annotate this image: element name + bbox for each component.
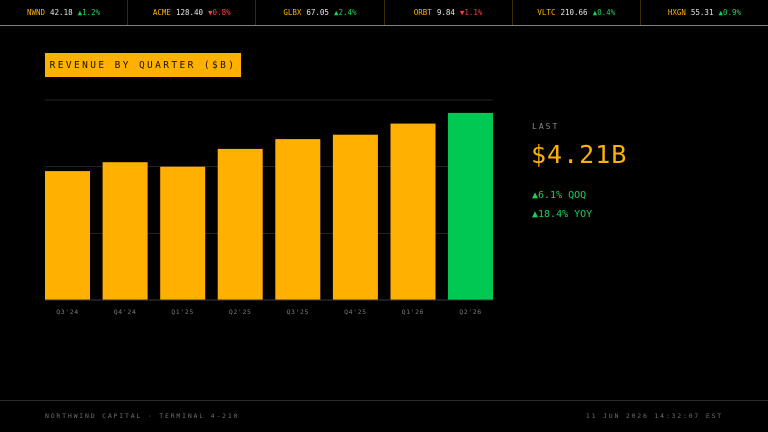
ticker-price: 67.05 [306,8,329,17]
bar-Q3'24[interactable] [45,171,90,300]
ticker-change: ▲2.4% [333,8,357,17]
bar-Q4'25[interactable] [332,134,378,300]
ticker-price: 210.66 [560,8,588,17]
kpi-yoy-change: ▲18.4% YOY [532,209,593,220]
ticker-item[interactable]: GLBX 67.05 ▲2.4% [256,0,385,25]
kpi-qoq-change: ▲6.1% QOQ [532,190,587,201]
ticker-price: 55.31 [690,8,714,17]
ticker-symbol: ORBT [413,8,432,17]
x-tick-label: Q2'26 [459,308,482,316]
kpi-value: $4.21B [531,140,628,169]
x-tick-label: Q1'25 [171,308,194,316]
ticker-price: 42.18 [50,8,73,17]
footer-brand: NORTHWIND CAPITAL · TERMINAL 4-210 [45,412,240,420]
x-tick-label: Q4'24 [114,308,137,316]
chart-title: REVENUE BY QUARTER ($B) [45,53,241,77]
ticker-item[interactable]: ORBT 9.84 ▼1.1% [385,0,513,25]
kpi-label: LAST [532,122,560,131]
footer-divider [0,400,768,401]
ticker-symbol: NWND [26,8,46,17]
x-tick-label: Q2'25 [229,308,252,316]
x-tick-label: Q1'26 [402,308,425,316]
revenue-bar-chart: Q3'24 Q4'24 Q1'25 Q2'25 Q3'25 Q4'25 Q1'26 Q2'26 [45,99,493,316]
bar-Q2'26[interactable] [448,112,493,301]
ticker-symbol: HXGN [667,8,686,17]
ticker-price: 9.84 [436,8,455,17]
x-tick-label: Q3'24 [56,308,79,316]
x-tick-label: Q3'25 [287,308,310,316]
ticker-change: ▼0.8% [208,8,231,17]
ticker-item[interactable]: NWND 42.18 ▲1.2% [0,0,129,25]
ticker-item[interactable]: HXGN 55.31 ▲0.9% [641,0,768,25]
ticker-item[interactable]: ACME 128.40 ▼0.8% [128,0,257,25]
ticker-symbol: GLBX [283,8,302,17]
ticker-symbol: ACME [152,8,171,17]
ticker-symbol: VLTC [537,8,556,17]
bar-Q1'26[interactable] [390,123,436,300]
x-tick-label: Q4'25 [344,308,367,316]
ticker-change: ▲1.2% [77,8,101,17]
bar-Q2'25[interactable] [217,148,263,300]
ticker-price: 128.40 [175,8,204,17]
ticker-change: ▲0.9% [718,8,742,17]
footer-timestamp: 11 JUN 2026 14:32:07 EST [585,412,723,420]
ticker-bar: NWND 42.18 ▲1.2% ACME 128.40 ▼0.8% GLBX … [0,0,768,26]
ticker-item[interactable]: VLTC 210.66 ▲0.4% [513,0,641,25]
ticker-change: ▼1.1% [459,8,483,17]
ticker-change: ▲0.4% [592,8,616,17]
bar-Q4'24[interactable] [102,162,148,300]
bar-Q1'25[interactable] [160,166,206,300]
bar-Q3'25[interactable] [275,139,321,300]
